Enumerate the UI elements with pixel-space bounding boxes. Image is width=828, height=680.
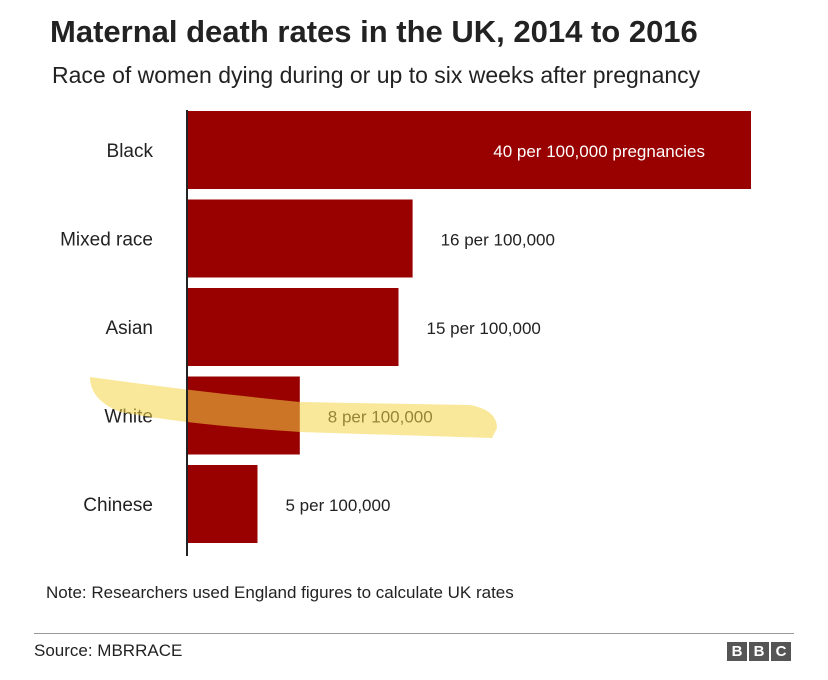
bar-chinese <box>187 465 258 543</box>
bbc-logo-letter: B <box>749 642 769 661</box>
bbc-logo-letter: B <box>727 642 747 661</box>
bars-layer: Black 40 per 100,000 pregnancies Mixed rac… <box>60 111 751 543</box>
highlighter-mark <box>90 377 497 438</box>
category-label: Black <box>107 141 154 162</box>
category-label: Mixed race <box>60 230 153 251</box>
bar-black <box>187 111 751 189</box>
source-label: Source: MBRRACE <box>34 641 183 660</box>
chart-subtitle: Race of women dying during or up to six … <box>52 62 701 88</box>
category-label: Chinese <box>83 495 153 516</box>
data-label: 15 per 100,000 <box>427 319 541 338</box>
category-label: Asian <box>105 318 153 339</box>
footer-divider <box>34 633 794 634</box>
bbc-logo: B B C <box>727 642 791 661</box>
data-label: 5 per 100,000 <box>286 496 391 515</box>
data-label: 16 per 100,000 <box>441 231 555 250</box>
data-label: 40 per 100,000 pregnancies <box>493 142 705 161</box>
bar-mixed-race <box>187 199 413 278</box>
bbc-logo-letter: C <box>771 642 791 661</box>
bar-asian <box>187 288 399 366</box>
chart-title: Maternal death rates in the UK, 2014 to … <box>50 14 698 49</box>
highlight-layer <box>90 377 497 438</box>
chart-note: Note: Researchers used England figures t… <box>46 583 514 602</box>
